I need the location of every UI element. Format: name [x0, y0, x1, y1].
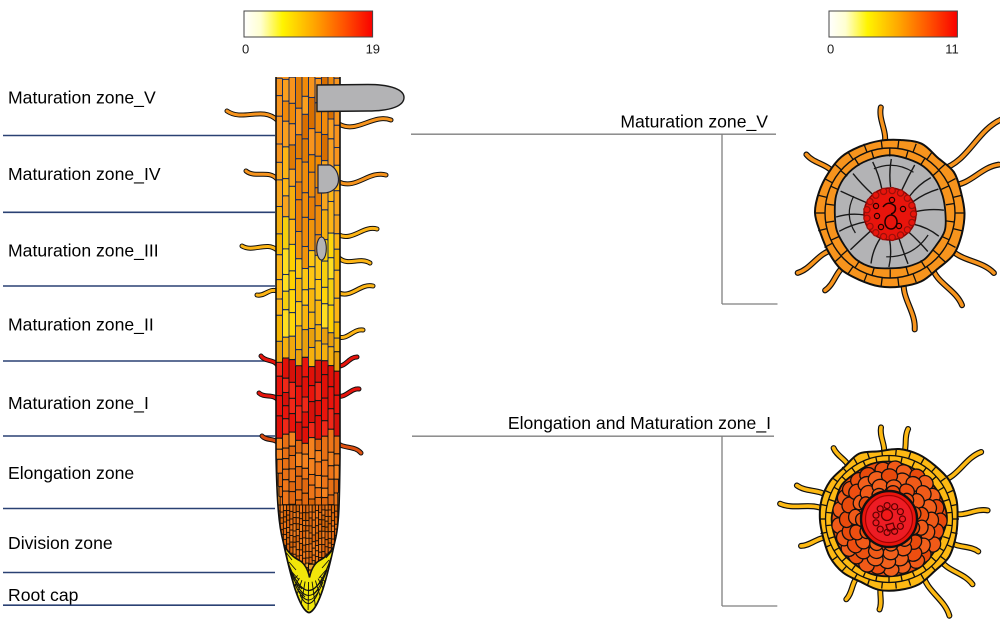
svg-text:Maturation zone_IV: Maturation zone_IV [8, 164, 161, 185]
svg-text:Maturation zone_V: Maturation zone_V [620, 111, 768, 132]
svg-text:0: 0 [242, 42, 249, 57]
svg-text:Maturation zone_III: Maturation zone_III [8, 241, 159, 262]
svg-text:Elongation zone: Elongation zone [8, 463, 134, 483]
svg-text:11: 11 [945, 42, 959, 57]
svg-text:Root cap: Root cap [8, 585, 79, 605]
svg-text:19: 19 [366, 42, 380, 57]
svg-text:0: 0 [827, 42, 834, 57]
svg-text:Division zone: Division zone [8, 533, 113, 553]
svg-text:Maturation zone_I: Maturation zone_I [8, 393, 149, 414]
svg-text:Elongation and Maturation zone: Elongation and Maturation zone_I [508, 413, 771, 434]
svg-text:Maturation zone_II: Maturation zone_II [8, 314, 154, 335]
svg-text:Maturation zone_V: Maturation zone_V [8, 88, 156, 109]
